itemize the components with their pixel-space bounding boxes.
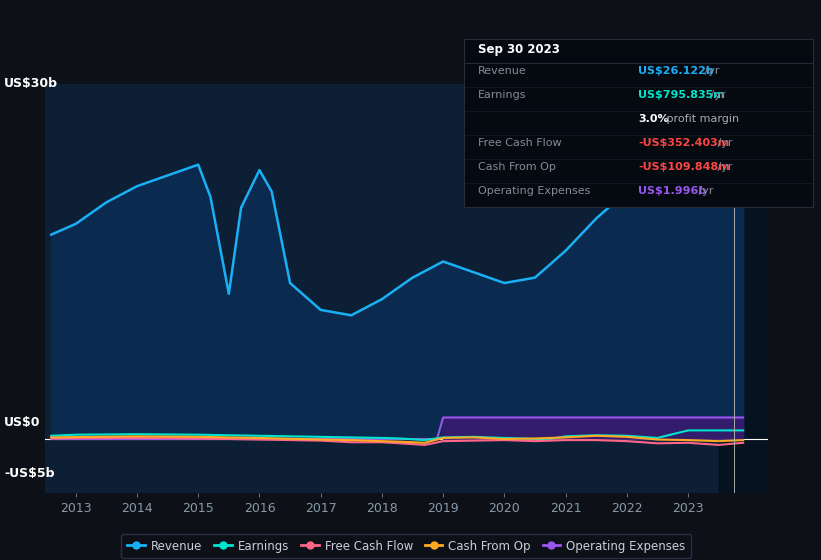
Text: Sep 30 2023: Sep 30 2023 <box>478 43 560 56</box>
Text: US$0: US$0 <box>4 416 40 430</box>
Bar <box>718 84 768 493</box>
Text: /yr: /yr <box>713 162 732 172</box>
Text: Free Cash Flow: Free Cash Flow <box>478 138 562 148</box>
Text: /yr: /yr <box>701 66 720 76</box>
Text: -US$5b: -US$5b <box>4 466 55 480</box>
Text: 3.0%: 3.0% <box>639 114 669 124</box>
Text: Earnings: Earnings <box>478 90 526 100</box>
Legend: Revenue, Earnings, Free Cash Flow, Cash From Op, Operating Expenses: Revenue, Earnings, Free Cash Flow, Cash … <box>122 534 691 558</box>
Text: US$1.996b: US$1.996b <box>639 186 707 196</box>
Text: Cash From Op: Cash From Op <box>478 162 556 172</box>
Text: /yr: /yr <box>708 90 726 100</box>
Text: -US$109.848m: -US$109.848m <box>639 162 730 172</box>
Text: Operating Expenses: Operating Expenses <box>478 186 590 196</box>
Text: US$30b: US$30b <box>4 77 58 91</box>
Text: Revenue: Revenue <box>478 66 526 76</box>
Text: US$795.835m: US$795.835m <box>639 90 725 100</box>
Text: US$26.122b: US$26.122b <box>639 66 714 76</box>
Text: -US$352.403m: -US$352.403m <box>639 138 730 148</box>
Text: profit margin: profit margin <box>663 114 740 124</box>
Text: /yr: /yr <box>713 138 732 148</box>
Text: /yr: /yr <box>695 186 713 196</box>
